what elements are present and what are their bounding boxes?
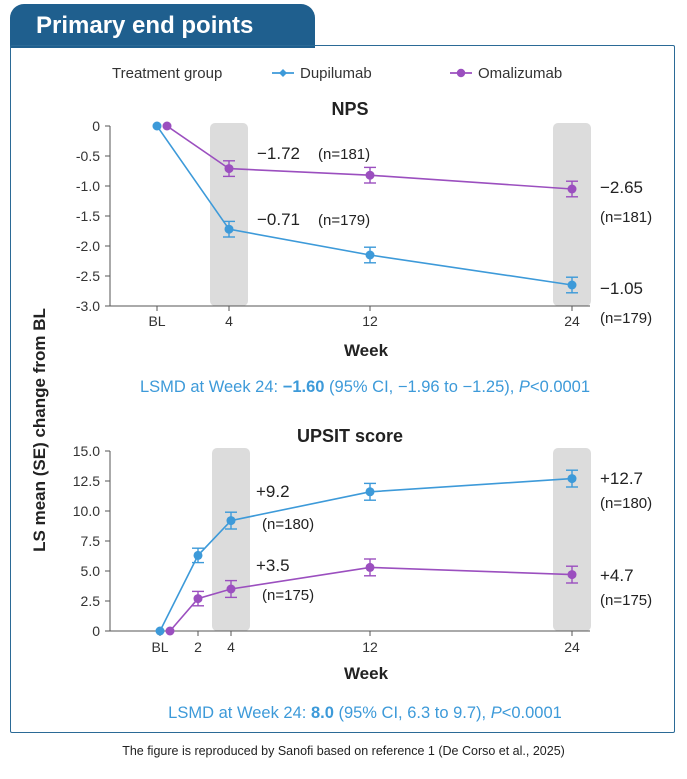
data-point-dupilumab [155, 626, 165, 636]
series-line-dupilumab [156, 125, 573, 286]
data-point-dupilumab [152, 121, 162, 131]
data-point-dupilumab [193, 550, 203, 560]
highlight-band-week-4 [210, 123, 248, 306]
data-point-dupilumab [567, 280, 577, 290]
chart-title: UPSIT score [297, 426, 403, 446]
data-point-dupilumab [224, 224, 234, 234]
data-point-dupilumab [226, 516, 236, 526]
data-label-value: −0.71 [257, 210, 300, 229]
y-tick-label: 10.0 [73, 503, 100, 519]
data-point-omalizumab [165, 626, 175, 636]
y-tick-label: 5.0 [81, 563, 101, 579]
x-tick-label: 4 [225, 313, 233, 329]
data-label-value: −2.65 [600, 178, 643, 197]
x-tick-label: 12 [362, 639, 378, 655]
data-point-omalizumab [365, 170, 375, 180]
y-axis-label: LS mean (SE) change from BL [30, 308, 49, 552]
data-point-dupilumab [365, 487, 375, 497]
data-point-omalizumab [224, 164, 234, 174]
y-tick-label: -2.5 [76, 268, 100, 284]
legend-label-omalizumab: Omalizumab [478, 65, 562, 82]
x-tick-label: 12 [362, 313, 378, 329]
data-label-n: (n=175) [600, 592, 652, 609]
y-tick-label: -3.0 [76, 298, 100, 314]
data-point-omalizumab [162, 121, 172, 131]
y-tick-label: -1.5 [76, 208, 100, 224]
legend-marker-dupilumab [279, 69, 287, 77]
data-label-n: (n=179) [318, 212, 370, 229]
series-line-omalizumab [166, 125, 573, 190]
legend-marker-omalizumab [456, 68, 466, 78]
data-label-n: (n=179) [600, 310, 652, 327]
legend-label-dupilumab: Dupilumab [300, 65, 372, 82]
x-tick-label: 24 [564, 313, 580, 329]
data-point-omalizumab [365, 562, 375, 572]
y-tick-label: 7.5 [81, 533, 101, 549]
nps-chart: NPS 0 -0.5 -1.0 -1.5 -2.0 -2.5 -3.0 BL 4 12 24 Week −… [76, 99, 652, 396]
x-tick-label: BL [151, 639, 168, 655]
figure-panel [10, 45, 675, 733]
data-point-dupilumab [365, 250, 375, 260]
lsmd-text: LSMD at Week 24: −1.60 (95% CI, −1.96 to… [140, 378, 590, 396]
data-point-dupilumab [567, 474, 577, 484]
data-point-omalizumab [193, 594, 203, 604]
lsmd-text: LSMD at Week 24: 8.0 (95% CI, 6.3 to 9.7… [168, 704, 562, 722]
data-label-value: +3.5 [256, 556, 290, 575]
data-point-omalizumab [567, 570, 577, 580]
highlight-band-week-24 [553, 123, 591, 306]
y-tick-label: -2.0 [76, 238, 100, 254]
endpoints-figure: Treatment group Dupilumab Omalizumab LS me… [30, 65, 652, 722]
data-label-value: +12.7 [600, 469, 643, 488]
x-tick-label: 4 [227, 639, 235, 655]
x-axis-label: Week [344, 664, 389, 683]
data-label-n: (n=180) [262, 516, 314, 533]
figure-caption: The figure is reproduced by Sanofi based… [122, 744, 565, 758]
y-tick-label: 12.5 [73, 473, 100, 489]
highlight-band-week-4 [212, 448, 250, 631]
highlight-band-week-24 [553, 448, 591, 631]
data-point-omalizumab [567, 184, 577, 194]
chart-title: NPS [331, 99, 368, 119]
data-label-value: −1.05 [600, 279, 643, 298]
data-label-n: (n=181) [318, 146, 370, 163]
x-axis-label: Week [344, 341, 389, 360]
y-tick-label: -0.5 [76, 148, 100, 164]
x-tick-label: 2 [194, 639, 202, 655]
y-tick-label: 0 [92, 623, 100, 639]
y-tick-label: 15.0 [73, 443, 100, 459]
y-tick-label: 2.5 [81, 593, 101, 609]
header-tab: Primary end points [10, 4, 315, 48]
data-label-n: (n=175) [262, 587, 314, 604]
x-tick-label: 24 [564, 639, 580, 655]
legend-title: Treatment group [112, 65, 222, 82]
y-tick-label: -1.0 [76, 178, 100, 194]
legend: Treatment group Dupilumab Omalizumab [112, 65, 562, 82]
data-label-n: (n=180) [600, 495, 652, 512]
data-label-value: +9.2 [256, 482, 290, 501]
data-point-omalizumab [226, 584, 236, 594]
y-tick-label: 0 [92, 118, 100, 134]
x-tick-label: BL [148, 313, 165, 329]
data-label-value: +4.7 [600, 566, 634, 585]
data-label-value: −1.72 [257, 144, 300, 163]
header-title: Primary end points [36, 12, 254, 39]
data-label-n: (n=181) [600, 209, 652, 226]
